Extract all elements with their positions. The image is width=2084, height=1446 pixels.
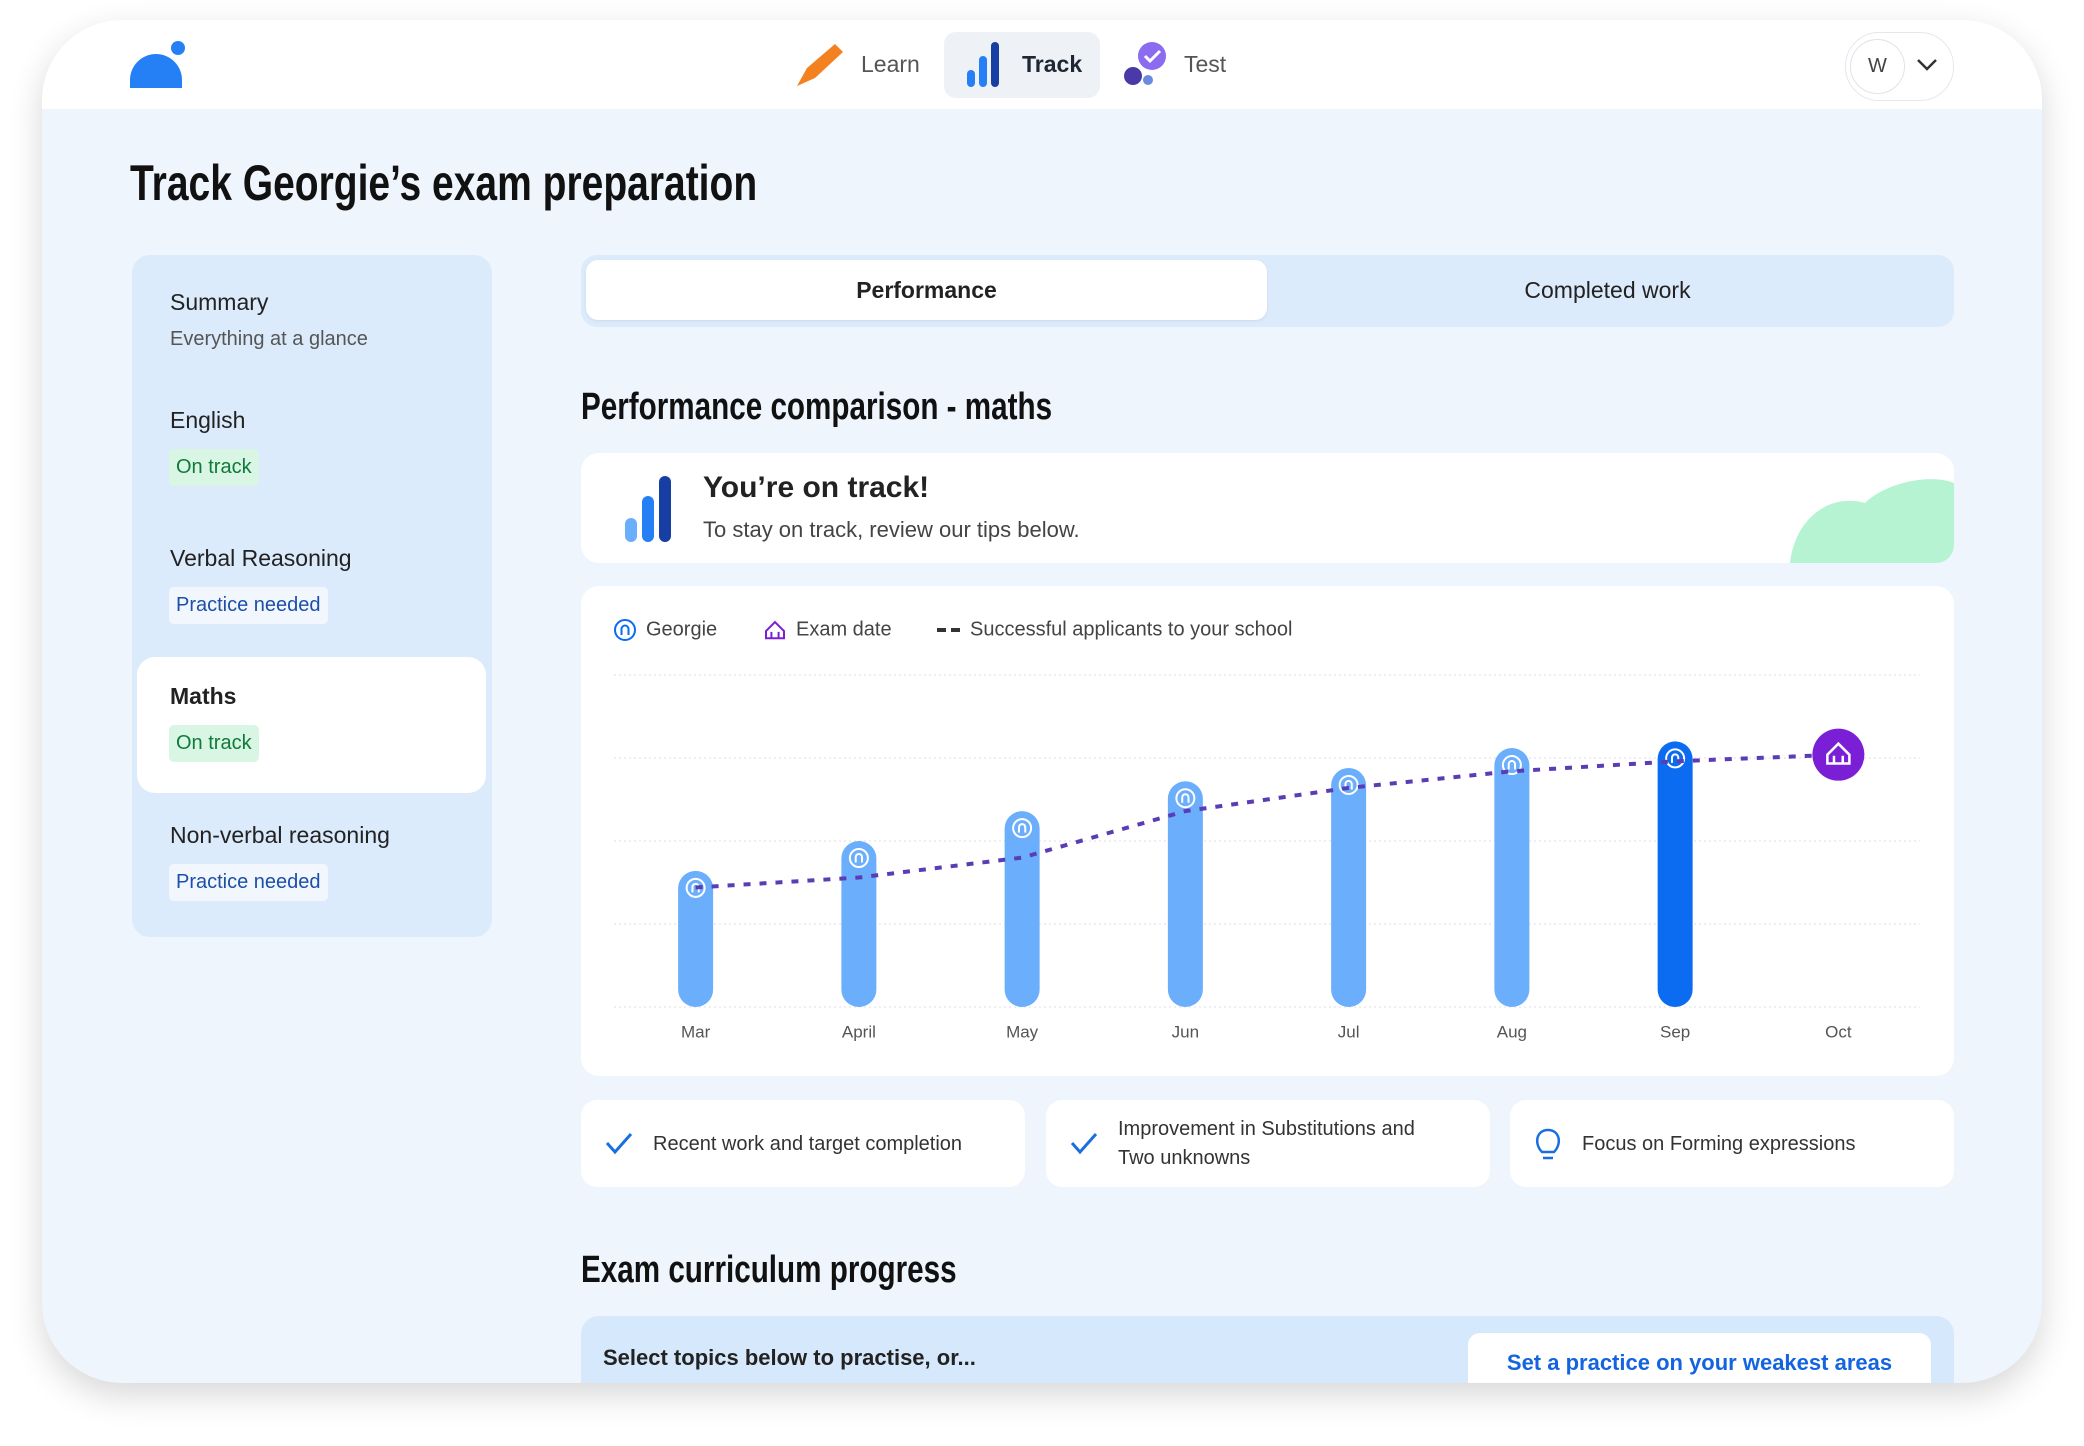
status-tag: On track	[169, 449, 259, 486]
nav-icon	[991, 42, 999, 87]
insight-text: Improvement in Substitutions and Two unk…	[1118, 1118, 1415, 1169]
nav-icon	[1124, 67, 1142, 85]
georgie-icon	[1175, 788, 1196, 809]
georgie-icon	[685, 877, 706, 898]
tab[interactable]: Performance	[586, 260, 1267, 320]
sidebar-title[interactable]: Summary	[170, 289, 269, 315]
account-menu[interactable]: W	[1845, 32, 1954, 101]
bar	[1004, 811, 1040, 1007]
insight-card	[1046, 1100, 1490, 1187]
insight-text: Recent work and target completion	[653, 1132, 963, 1155]
check-icon	[1070, 1133, 1098, 1155]
curriculum-panel: Select topics below to practise, or... S…	[581, 1316, 1954, 1383]
app-content: W Track Georgie’s exam preparation Perfo…	[42, 20, 2042, 1383]
page-title: Track Georgie’s exam preparation	[130, 154, 934, 212]
curriculum-prompt: Select topics below to practise, or...	[603, 1345, 976, 1370]
exam-date-marker	[1812, 728, 1865, 781]
banner-text: To stay on track, review our tips below.	[703, 517, 1080, 542]
nav-item[interactable]: Learn	[861, 51, 920, 77]
banner-icon	[625, 476, 671, 542]
banner-title: You’re on track!	[703, 471, 930, 504]
georgie-icon	[848, 848, 869, 868]
sidebar-title[interactable]: Non-verbal reasoning	[170, 822, 390, 848]
georgie-icon	[1501, 755, 1522, 776]
legend-label: Successful applicants to your school	[970, 618, 1292, 640]
georgie-icon	[1181, 793, 1190, 803]
status-tag: Practice needed	[169, 587, 328, 624]
house-icon	[765, 620, 785, 640]
page-title-text: Track Georgie’s exam preparation	[130, 155, 758, 211]
x-tick-label: Aug	[1497, 1022, 1527, 1041]
bar	[1657, 741, 1693, 1007]
insight-card	[581, 1100, 1025, 1187]
legend-label: Exam date	[796, 618, 892, 640]
nav-item[interactable]: Track	[1022, 51, 1083, 77]
georgie-icon	[614, 619, 636, 641]
weakest-areas-button[interactable]: Set a practice on your weakest areas	[1468, 1333, 1931, 1383]
georgie-icon	[1507, 760, 1517, 770]
legend-label: Georgie	[646, 618, 717, 640]
nav-icon	[1143, 75, 1153, 85]
x-tick-label: Sep	[1660, 1022, 1690, 1041]
logo[interactable]	[130, 40, 188, 90]
x-tick-label: April	[842, 1022, 876, 1041]
curriculum-title: Exam curriculum progress	[581, 1248, 1063, 1292]
tab[interactable]: Completed work	[1524, 277, 1691, 303]
bar	[1331, 767, 1367, 1007]
check-icon	[605, 1133, 633, 1155]
curriculum-title-text: Exam curriculum progress	[581, 1249, 957, 1291]
georgie-icon	[1670, 753, 1680, 763]
georgie-icon	[1338, 774, 1359, 795]
avatar: W	[1850, 39, 1905, 94]
nav-active-bg	[944, 32, 1100, 98]
section-title: Performance comparison - maths	[581, 385, 1185, 429]
georgie-icon	[1012, 818, 1033, 839]
insight-card	[1510, 1100, 1954, 1187]
status-banner: You’re on track! To stay on track, revie…	[581, 453, 1954, 563]
decoration	[1790, 479, 1954, 563]
sidebar-title[interactable]: Verbal Reasoning	[170, 545, 352, 571]
status-tag: On track	[169, 725, 259, 762]
chart-card	[581, 586, 1954, 1076]
insight-text: Focus on Forming expressions	[1582, 1132, 1856, 1155]
nav-icon	[1138, 42, 1166, 70]
bar	[841, 841, 877, 1007]
sidebar-subtitle: Everything at a glance	[170, 328, 368, 350]
bulb-icon	[1535, 1128, 1561, 1154]
georgie-icon	[1017, 823, 1027, 833]
nav-icon	[967, 70, 975, 87]
x-tick-label: Mar	[681, 1022, 711, 1041]
x-tick-label: Oct	[1825, 1022, 1852, 1041]
georgie-icon	[1344, 779, 1353, 790]
georgie-icon	[620, 624, 630, 635]
georgie-icon	[854, 853, 864, 863]
x-tick-label: May	[1006, 1022, 1039, 1041]
house-icon	[1826, 741, 1851, 765]
series-line	[695, 752, 1839, 890]
sidebar-title[interactable]: Maths	[170, 683, 237, 709]
nav-icon	[979, 56, 987, 87]
bar	[1167, 781, 1203, 1007]
status-tag: Practice needed	[169, 864, 328, 901]
nav-icon	[1143, 49, 1162, 64]
x-tick-label: Jun	[1172, 1022, 1199, 1041]
nav-icon	[797, 44, 843, 86]
sidebar-title[interactable]: English	[170, 407, 246, 433]
nav-item[interactable]: Test	[1184, 51, 1227, 77]
x-tick-label: Jul	[1338, 1022, 1360, 1041]
georgie-icon	[1665, 748, 1686, 769]
bar	[1494, 748, 1530, 1007]
section-title-text: Performance comparison - maths	[581, 386, 1053, 428]
app-window: W Track Georgie’s exam preparation Perfo…	[42, 20, 2042, 1383]
bar	[678, 870, 714, 1007]
chart: Mar April May Jun Jul Aug Sep Oct Georgie Exam da…	[605, 42, 1920, 1160]
chevron	[1917, 59, 1937, 71]
